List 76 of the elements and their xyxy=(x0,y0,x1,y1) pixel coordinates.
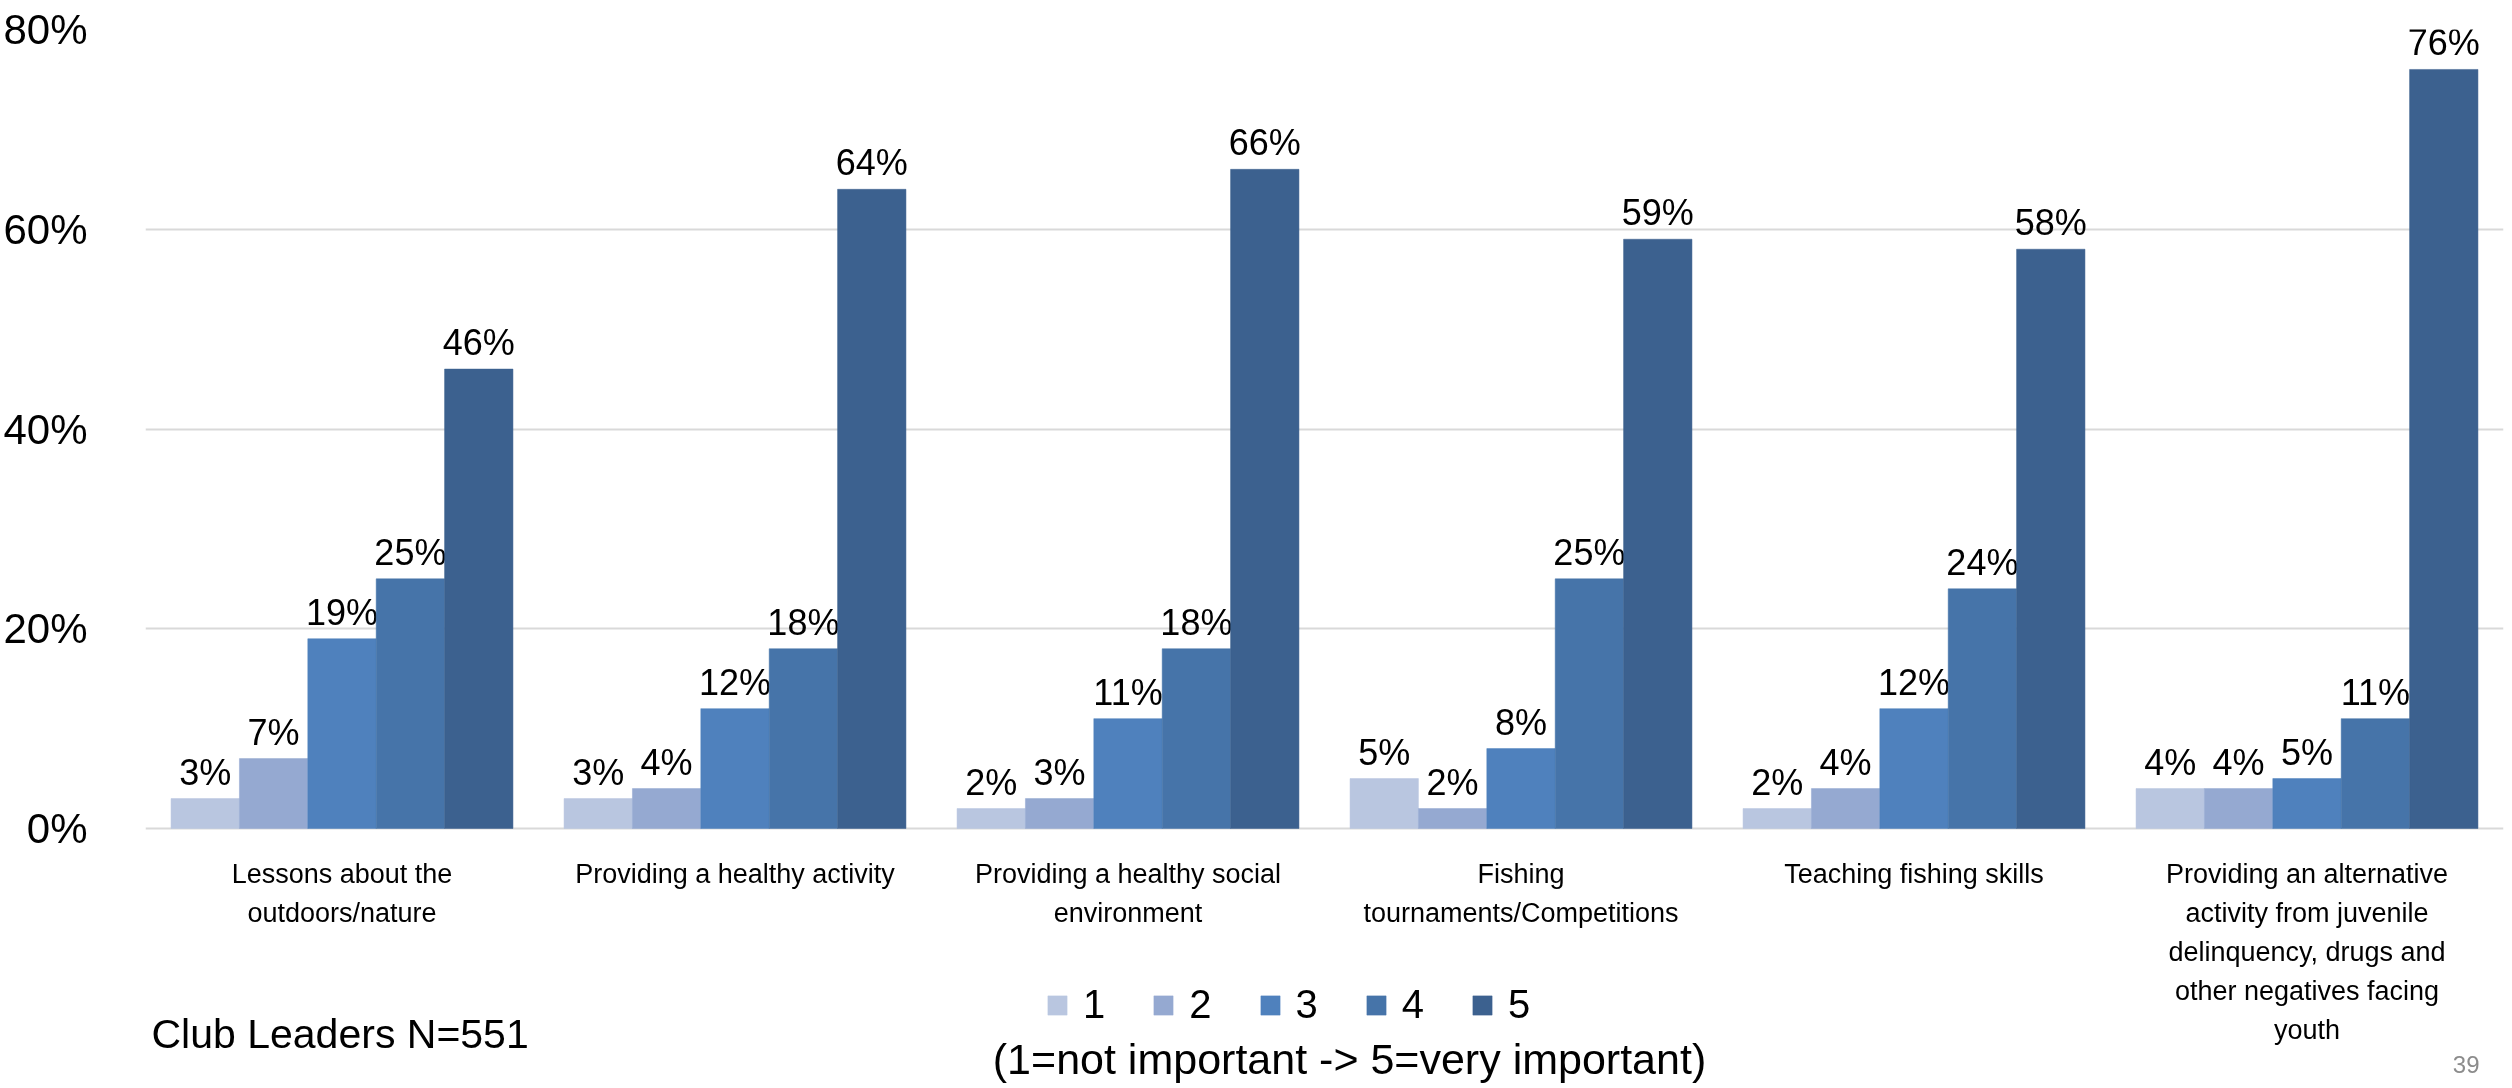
y-tick-label: 60% xyxy=(3,205,88,253)
x-tick-label: Providing a healthy social environment xyxy=(974,858,1282,928)
y-tick-label: 80% xyxy=(3,6,88,53)
bar xyxy=(1349,778,1419,829)
bar xyxy=(563,798,633,829)
bar xyxy=(1418,808,1488,829)
bar xyxy=(1093,718,1163,829)
x-tick-label: Fishing tournaments/Competitions xyxy=(1363,858,1679,928)
data-label: 25% xyxy=(374,531,447,573)
bar xyxy=(768,648,838,829)
x-tick-label: Providing an alternative activity from juvenile delinquency, drugs and other negatives facing youth xyxy=(2165,858,2449,1045)
bar xyxy=(307,638,377,829)
bar xyxy=(837,189,907,829)
data-label: 76% xyxy=(2407,22,2480,64)
data-label: 4% xyxy=(640,741,693,783)
bar xyxy=(632,788,702,829)
bar xyxy=(375,578,445,829)
data-label: 5% xyxy=(2280,731,2334,773)
data-label: 18% xyxy=(767,601,840,643)
legend-label: 5 xyxy=(1508,982,1531,1027)
data-label: 2% xyxy=(1426,761,1479,803)
bar xyxy=(1025,798,1095,829)
bar xyxy=(1230,169,1300,829)
bar xyxy=(1742,808,1812,829)
bar xyxy=(239,758,309,829)
legend-label: 3 xyxy=(1295,982,1318,1027)
data-label: 25% xyxy=(1553,531,1626,573)
data-label: 66% xyxy=(1228,122,1301,164)
bar xyxy=(1947,588,2017,829)
data-label: 64% xyxy=(835,142,908,184)
y-tick-label: 0% xyxy=(26,805,88,852)
legend-label: 4 xyxy=(1401,982,1424,1027)
bar xyxy=(1879,708,1949,829)
bar xyxy=(2340,718,2410,829)
data-label: 4% xyxy=(1819,741,1872,783)
data-label: 11% xyxy=(2340,671,2411,713)
bar xyxy=(2204,788,2274,829)
y-tick-label: 40% xyxy=(3,405,88,453)
bar xyxy=(2409,69,2479,829)
bar xyxy=(2272,778,2342,829)
data-label: 58% xyxy=(2014,202,2087,244)
bar xyxy=(2016,248,2086,829)
data-label: 59% xyxy=(1621,192,1694,234)
data-label: 3% xyxy=(572,751,625,793)
x-tick-label: Providing a healthy activity xyxy=(575,858,896,889)
bar xyxy=(1554,578,1624,829)
bar xyxy=(2135,788,2205,829)
text: Club Leaders N=551 xyxy=(151,1010,529,1057)
data-label: 46% xyxy=(442,322,515,364)
y-tick-label: 20% xyxy=(3,605,88,653)
data-label: 3% xyxy=(1033,751,1086,793)
data-label: 3% xyxy=(179,751,232,793)
data-label: 24% xyxy=(1946,541,2019,583)
bar xyxy=(956,808,1026,829)
bar xyxy=(1161,648,1231,829)
bar xyxy=(444,368,514,829)
x-tick-label: Teaching fishing skills xyxy=(1784,858,2044,889)
bar xyxy=(1811,788,1881,829)
bar xyxy=(170,798,240,829)
x-tick-label: Lessons about the outdoors/nature xyxy=(231,858,453,928)
data-label: 11% xyxy=(1093,671,1163,713)
legend-label: 1 xyxy=(1083,982,1106,1027)
data-label: 2% xyxy=(1751,761,1804,803)
bar xyxy=(1623,238,1693,829)
data-label: 18% xyxy=(1160,601,1233,643)
data-label: 2% xyxy=(965,761,1018,803)
bar xyxy=(1486,748,1556,829)
data-label: 4% xyxy=(2144,741,2197,783)
data-label: 8% xyxy=(1494,701,1548,743)
bar xyxy=(700,708,770,829)
data-label: 7% xyxy=(247,711,300,753)
text: 39 xyxy=(2452,1050,2480,1078)
legend-label: 2 xyxy=(1189,982,1212,1027)
data-label: 4% xyxy=(2212,741,2265,783)
data-label: 5% xyxy=(1358,731,1411,773)
text: (1=not important -> 5=very important) xyxy=(992,1034,1707,1083)
